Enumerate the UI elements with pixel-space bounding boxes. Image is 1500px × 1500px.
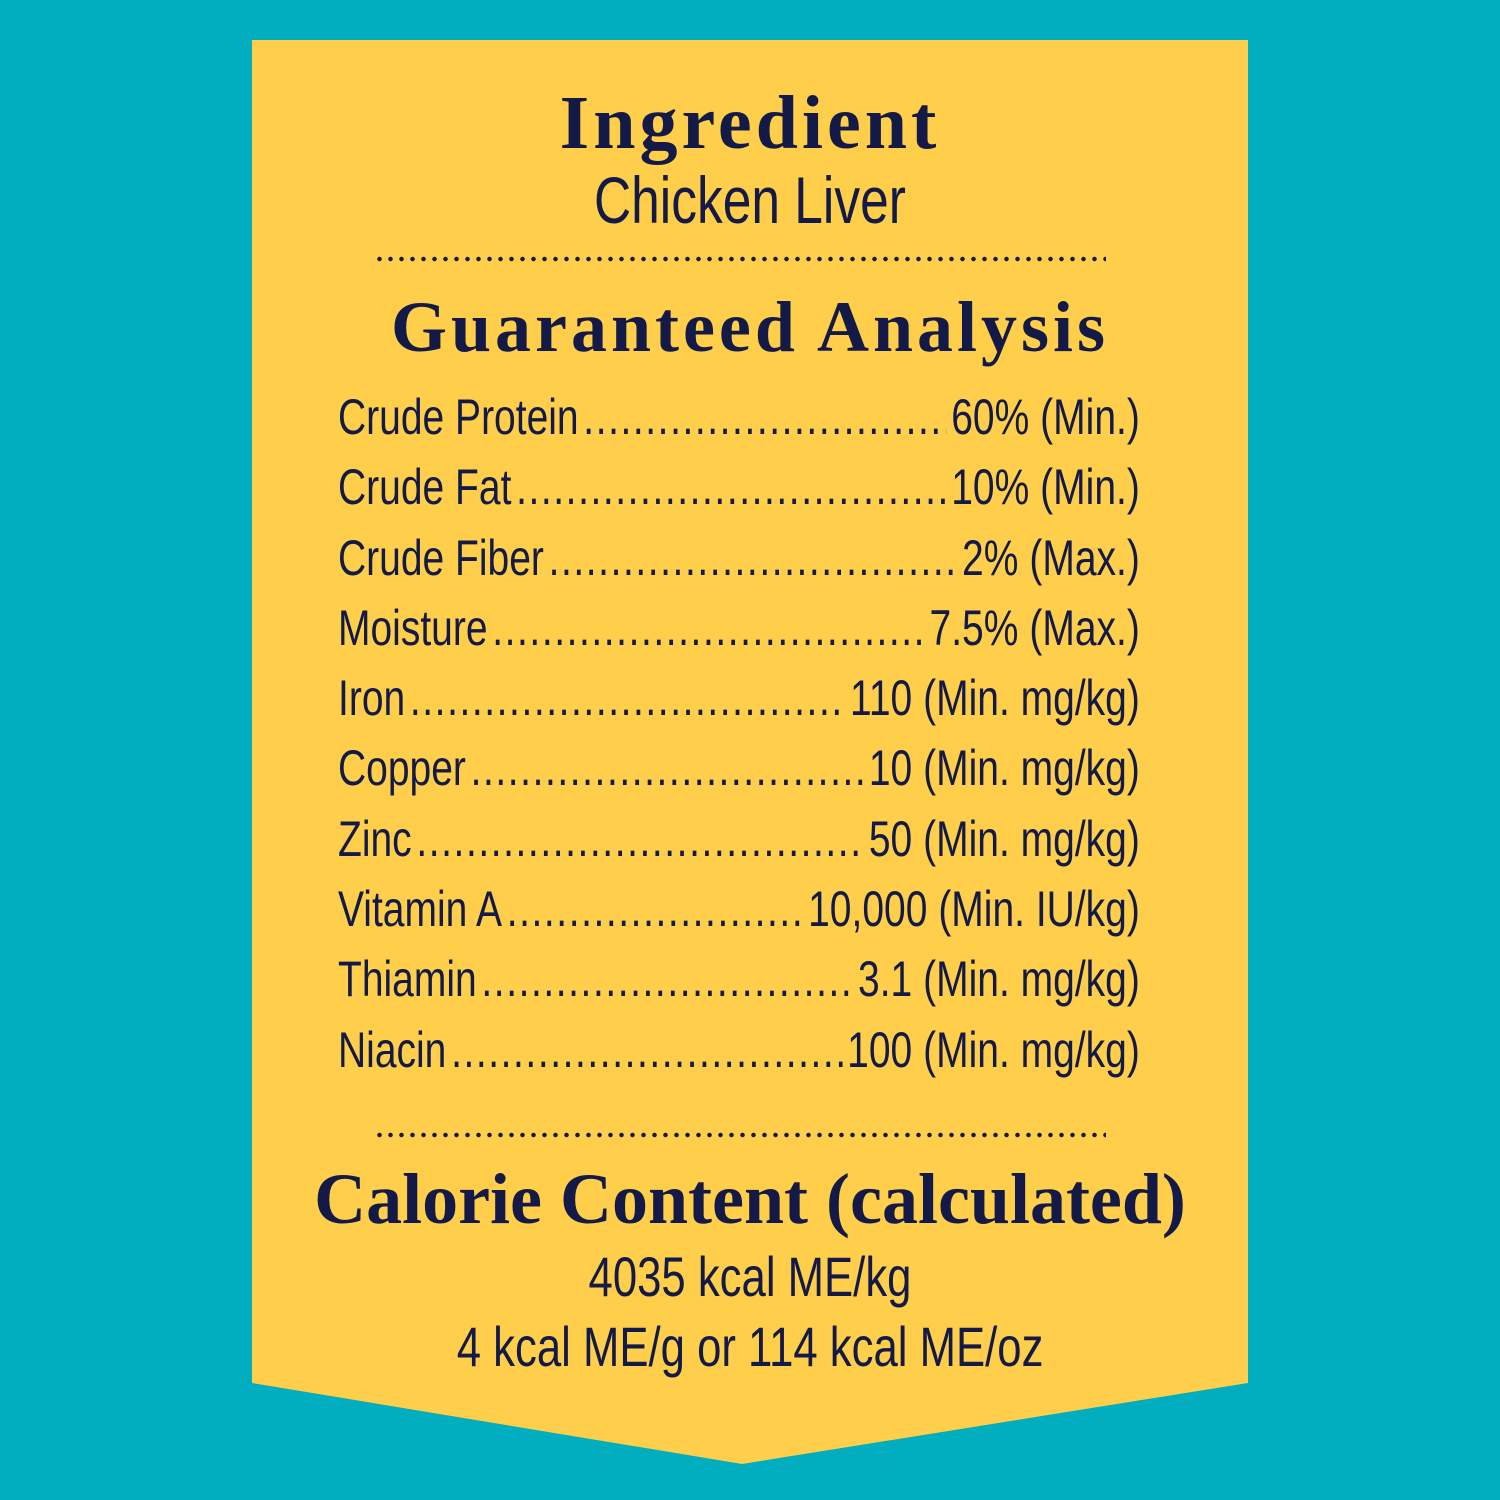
- nutrient-unit: (Min. mg/kg): [923, 740, 1140, 797]
- nutrient-value: 7.5%: [929, 599, 1019, 656]
- dot-leader: [481, 950, 853, 1008]
- nutrient-name: Copper: [338, 740, 466, 797]
- calorie-line-1: 4035 kcal ME/kg: [588, 1245, 912, 1308]
- nutrient-value: 110: [850, 670, 913, 727]
- nutrient-value: 100: [847, 1021, 913, 1078]
- divider: [374, 1132, 1106, 1138]
- dot-leader: [549, 529, 958, 587]
- nutrient-unit: (Max.): [1029, 599, 1140, 656]
- analysis-table: Crude Protein 60%(Min.) Crude Fat 10%(Min.)…: [338, 388, 1140, 1091]
- nutrient-unit: (Min. mg/kg): [923, 951, 1140, 1008]
- dot-leader: [416, 810, 864, 868]
- analysis-row: Iron 110(Min. mg/kg): [338, 669, 1140, 739]
- nutrient-value: 10: [868, 740, 913, 797]
- nutrient-value: 60%: [951, 389, 1030, 445]
- nutrient-name: Iron: [338, 670, 406, 727]
- nutrient-value: 3.1: [858, 951, 913, 1008]
- analysis-row: Copper 10(Min. mg/kg): [338, 739, 1140, 809]
- dot-leader: [410, 669, 845, 727]
- analysis-row: Moisture 7.5%(Max.): [338, 599, 1140, 669]
- nutrient-name: Zinc: [338, 810, 412, 867]
- nutrient-name: Niacin: [338, 1021, 447, 1078]
- calorie-line-2: 4 kcal ME/g or 114 kcal ME/oz: [456, 1315, 1044, 1378]
- analysis-heading: Guaranteed Analysis: [390, 287, 1110, 367]
- nutrient-unit: (Max.): [1029, 529, 1140, 586]
- dot-leader: [516, 458, 946, 516]
- calorie-heading: Calorie Content (calculated): [314, 1159, 1186, 1239]
- nutrient-value: 2%: [962, 529, 1019, 586]
- ingredient-value: Chicken Liver: [594, 163, 906, 237]
- dot-leader: [507, 880, 804, 938]
- dot-leader: [471, 739, 865, 797]
- analysis-row: Zinc 50(Min. mg/kg): [338, 810, 1140, 880]
- nutrient-unit: (Min. mg/kg): [923, 1021, 1140, 1078]
- nutrient-name: Thiamin: [338, 951, 477, 1008]
- divider: [374, 256, 1106, 262]
- dot-leader: [583, 388, 946, 446]
- nutrient-value: 10,000: [808, 881, 928, 938]
- nutrient-value: 50: [868, 810, 913, 867]
- analysis-row: Niacin 100(Min. mg/kg): [338, 1021, 1140, 1091]
- nutrient-value: 10%: [951, 459, 1030, 516]
- dot-leader: [451, 1021, 842, 1079]
- analysis-row: Crude Fat 10%(Min.): [338, 458, 1140, 528]
- nutrient-name: Vitamin A: [338, 881, 503, 938]
- nutrient-unit: (Min. mg/kg): [923, 670, 1140, 727]
- analysis-row: Crude Fiber 2%(Max.): [338, 529, 1140, 599]
- nutrient-name: Crude Protein: [338, 389, 579, 445]
- dot-leader: [492, 599, 925, 657]
- label-banner: Ingredient Chicken Liver Guaranteed Anal…: [252, 40, 1248, 1464]
- nutrient-unit: (Min.): [1040, 389, 1140, 445]
- nutrient-name: Crude Fiber: [338, 529, 544, 586]
- analysis-row: Vitamin A 10,000(Min. IU/kg): [338, 880, 1140, 950]
- ingredient-heading: Ingredient: [559, 81, 941, 165]
- nutrient-unit: (Min. mg/kg): [923, 810, 1140, 867]
- nutrient-unit: (Min. IU/kg): [938, 881, 1140, 938]
- nutrient-name: Moisture: [338, 599, 488, 656]
- nutrient-unit: (Min.): [1040, 459, 1140, 516]
- analysis-row: Thiamin 3.1(Min. mg/kg): [338, 950, 1140, 1020]
- nutrient-name: Crude Fat: [338, 459, 512, 516]
- analysis-row: Crude Protein 60%(Min.): [338, 388, 1140, 458]
